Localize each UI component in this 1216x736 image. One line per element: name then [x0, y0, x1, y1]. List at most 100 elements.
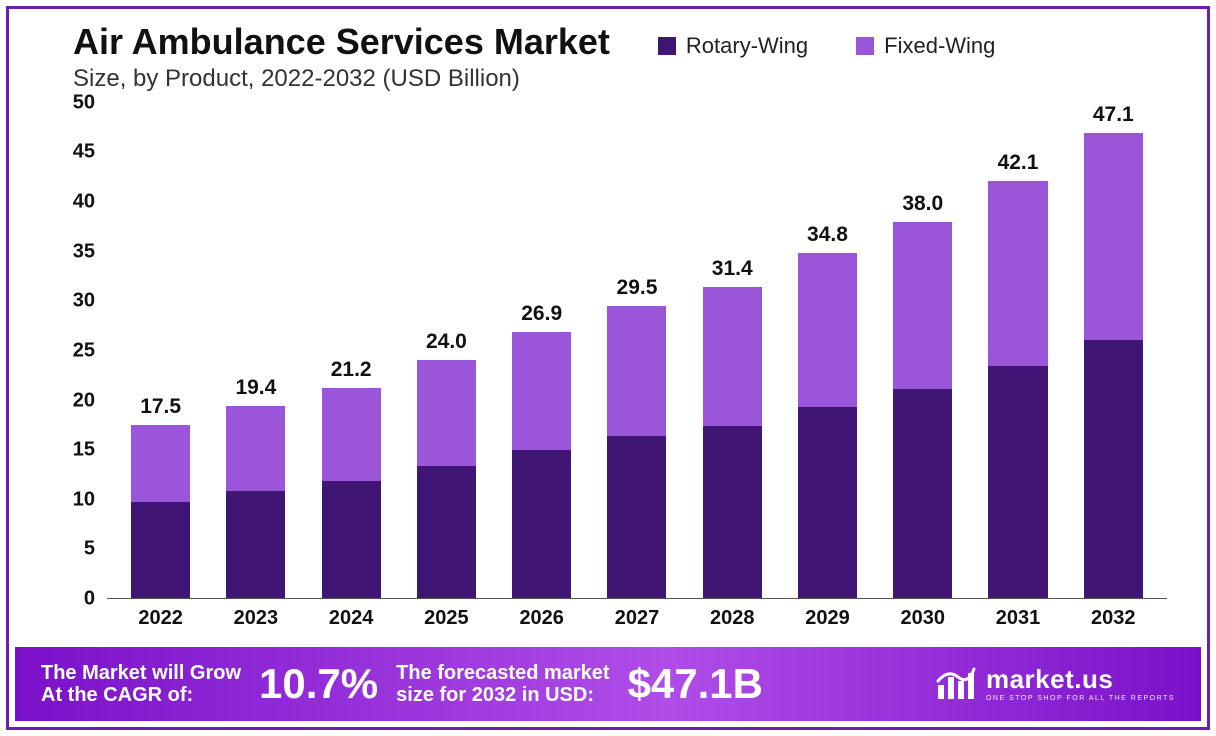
stacked-bar: [322, 388, 381, 598]
brand-logo-icon: [936, 667, 976, 701]
stacked-bar: [131, 425, 190, 598]
bar-slot: 19.4: [208, 103, 303, 598]
bar-slot: 17.5: [113, 103, 208, 598]
stacked-bar: [226, 406, 285, 598]
bar-total-label: 47.1: [1093, 103, 1134, 127]
cagr-label-line: At the CAGR of:: [41, 684, 241, 706]
bar-segment: [512, 450, 571, 598]
x-tick-label: 2026: [494, 599, 589, 639]
brand-name: market.us: [986, 666, 1175, 692]
y-axis: 05101520253035404550: [49, 103, 101, 599]
bar-segment: [226, 491, 285, 598]
x-tick-label: 2023: [208, 599, 303, 639]
y-tick-label: 40: [49, 191, 95, 214]
stacked-bar: [607, 306, 666, 598]
bar-total-label: 29.5: [617, 276, 658, 300]
y-tick-label: 5: [49, 538, 95, 561]
bar-segment: [988, 181, 1047, 366]
brand-text: market.us ONE STOP SHOP FOR ALL THE REPO…: [986, 666, 1175, 702]
bar-segment: [322, 481, 381, 598]
x-tick-label: 2024: [304, 599, 399, 639]
bar-segment: [703, 426, 762, 598]
legend-item-rotary: Rotary-Wing: [658, 33, 808, 59]
forecast-value: $47.1B: [628, 660, 763, 708]
y-tick-label: 45: [49, 141, 95, 164]
stacked-bar: [1084, 133, 1143, 598]
x-tick-label: 2025: [399, 599, 494, 639]
bar-slot: 26.9: [494, 103, 589, 598]
bar-segment: [798, 253, 857, 407]
stacked-bar: [798, 253, 857, 598]
plot-area: 05101520253035404550 17.519.421.224.026.…: [9, 93, 1207, 639]
bar-segment: [893, 222, 952, 389]
stacked-bar: [417, 360, 476, 598]
legend-item-fixed: Fixed-Wing: [856, 33, 995, 59]
chart-area: 17.5 19.4 21.2 24.0 26.9 29.5 31.4 34.8 38.0 42.1…: [107, 103, 1167, 599]
brand-block: market.us ONE STOP SHOP FOR ALL THE REPO…: [936, 666, 1175, 702]
bar-segment: [893, 389, 952, 598]
bar-segment: [131, 502, 190, 598]
x-axis-labels: 2022202320242025202620272028202920302031…: [107, 599, 1167, 639]
bar-total-label: 34.8: [807, 223, 848, 247]
x-tick-label: 2030: [875, 599, 970, 639]
bar-segment: [607, 306, 666, 436]
bar-total-label: 24.0: [426, 330, 467, 354]
bar-segment: [607, 436, 666, 598]
bar-segment: [1084, 133, 1143, 340]
bar-segment: [703, 287, 762, 426]
bar-slot: 21.2: [304, 103, 399, 598]
brand-tagline: ONE STOP SHOP FOR ALL THE REPORTS: [986, 695, 1175, 702]
chart-subtitle: Size, by Product, 2022-2032 (USD Billion…: [73, 65, 610, 93]
bar-segment: [798, 407, 857, 598]
x-tick-label: 2027: [589, 599, 684, 639]
bar-total-label: 42.1: [998, 151, 1039, 175]
title-block: Air Ambulance Services Market Size, by P…: [73, 23, 610, 93]
x-tick-label: 2022: [113, 599, 208, 639]
bar-segment: [1084, 340, 1143, 598]
bar-segment: [512, 332, 571, 451]
stacked-bar: [703, 287, 762, 598]
cagr-label: The Market will Grow At the CAGR of:: [41, 662, 241, 706]
bar-slot: 29.5: [589, 103, 684, 598]
bar-total-label: 19.4: [235, 376, 276, 400]
y-tick-label: 10: [49, 488, 95, 511]
bar-slot: 31.4: [685, 103, 780, 598]
bar-total-label: 17.5: [140, 395, 181, 419]
cagr-value: 10.7%: [259, 660, 378, 708]
forecast-label-line: size for 2032 in USD:: [396, 684, 609, 706]
bar-segment: [131, 425, 190, 502]
chart-title: Air Ambulance Services Market: [73, 23, 610, 61]
bar-slot: 47.1: [1066, 103, 1161, 598]
y-tick-label: 50: [49, 91, 95, 114]
bar-slot: 34.8: [780, 103, 875, 598]
chart-frame: Air Ambulance Services Market Size, by P…: [6, 6, 1210, 730]
bars-container: 17.5 19.4 21.2 24.0 26.9 29.5 31.4 34.8 38.0 42.1…: [107, 103, 1167, 598]
stacked-bar: [988, 181, 1047, 598]
y-tick-label: 0: [49, 588, 95, 611]
x-tick-label: 2029: [780, 599, 875, 639]
bar-segment: [417, 466, 476, 598]
y-tick-label: 20: [49, 389, 95, 412]
y-tick-label: 35: [49, 240, 95, 263]
bar-total-label: 31.4: [712, 257, 753, 281]
bar-total-label: 38.0: [902, 192, 943, 216]
y-tick-label: 25: [49, 339, 95, 362]
x-tick-label: 2031: [970, 599, 1065, 639]
forecast-label: The forecasted market size for 2032 in U…: [396, 662, 609, 706]
bar-segment: [417, 360, 476, 466]
x-tick-label: 2032: [1066, 599, 1161, 639]
footer-banner: The Market will Grow At the CAGR of: 10.…: [15, 647, 1201, 721]
legend-swatch-icon: [658, 37, 676, 55]
bar-total-label: 26.9: [521, 302, 562, 326]
bar-segment: [226, 406, 285, 491]
y-tick-label: 15: [49, 439, 95, 462]
cagr-label-line: The Market will Grow: [41, 662, 241, 684]
bar-segment: [988, 366, 1047, 598]
bar-slot: 38.0: [875, 103, 970, 598]
legend-label: Fixed-Wing: [884, 33, 995, 59]
bar-slot: 42.1: [970, 103, 1065, 598]
bar-segment: [322, 388, 381, 481]
bar-total-label: 21.2: [331, 358, 372, 382]
legend-label: Rotary-Wing: [686, 33, 808, 59]
forecast-label-line: The forecasted market: [396, 662, 609, 684]
